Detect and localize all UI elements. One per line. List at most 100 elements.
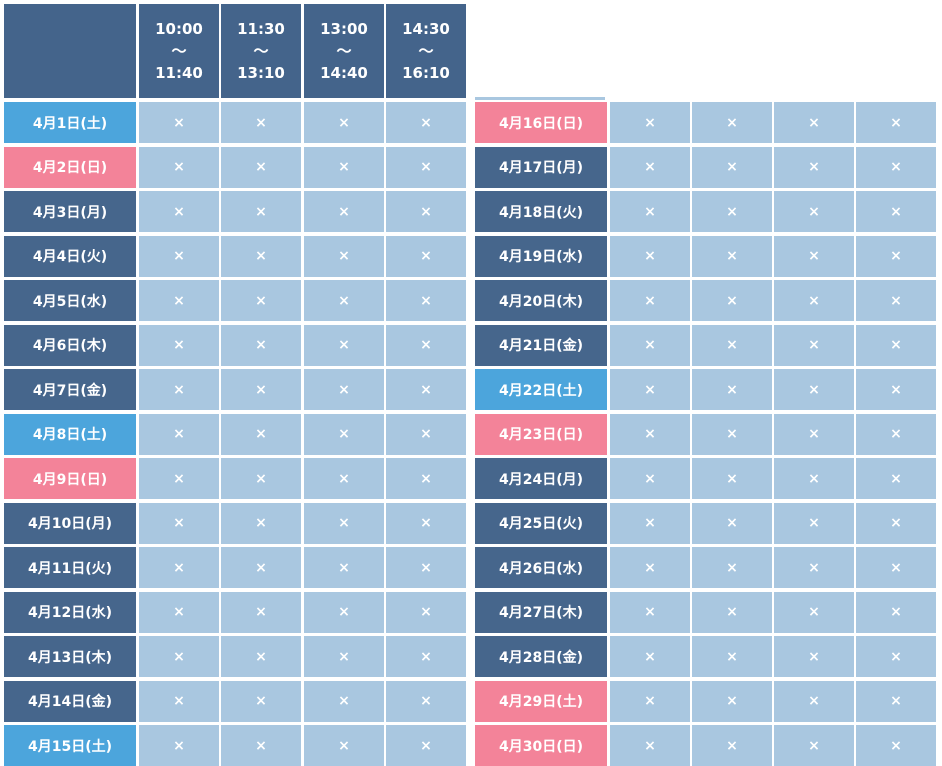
slot-status-cell[interactable]: × xyxy=(139,591,219,633)
slot-status-cell[interactable]: × xyxy=(221,636,301,677)
slot-status-cell[interactable]: × xyxy=(774,146,854,188)
slot-status-cell[interactable]: × xyxy=(139,636,219,677)
slot-status-cell[interactable]: × xyxy=(774,102,854,143)
slot-status-cell[interactable]: × xyxy=(139,680,219,722)
slot-status-cell[interactable]: × xyxy=(856,191,936,232)
slot-status-cell[interactable]: × xyxy=(856,502,936,544)
slot-status-cell[interactable]: × xyxy=(774,191,854,232)
slot-status-cell[interactable]: × xyxy=(139,324,219,366)
slot-status-cell[interactable]: × xyxy=(304,547,384,588)
slot-status-cell[interactable]: × xyxy=(139,191,219,232)
slot-status-cell[interactable]: × xyxy=(856,413,936,455)
slot-status-cell[interactable]: × xyxy=(610,369,690,410)
slot-status-cell[interactable]: × xyxy=(774,502,854,544)
slot-status-cell[interactable]: × xyxy=(774,591,854,633)
slot-status-cell[interactable]: × xyxy=(692,547,772,588)
slot-status-cell[interactable]: × xyxy=(386,280,466,321)
slot-status-cell[interactable]: × xyxy=(386,413,466,455)
slot-status-cell[interactable]: × xyxy=(856,102,936,143)
slot-status-cell[interactable]: × xyxy=(221,280,301,321)
slot-status-cell[interactable]: × xyxy=(304,280,384,321)
slot-status-cell[interactable]: × xyxy=(139,458,219,499)
slot-status-cell[interactable]: × xyxy=(304,102,384,143)
slot-status-cell[interactable]: × xyxy=(304,725,384,766)
slot-status-cell[interactable]: × xyxy=(139,725,219,766)
slot-status-cell[interactable]: × xyxy=(139,102,219,143)
slot-status-cell[interactable]: × xyxy=(304,146,384,188)
slot-status-cell[interactable]: × xyxy=(610,280,690,321)
slot-status-cell[interactable]: × xyxy=(610,591,690,633)
slot-status-cell[interactable]: × xyxy=(386,636,466,677)
slot-status-cell[interactable]: × xyxy=(610,680,690,722)
slot-status-cell[interactable]: × xyxy=(386,102,466,143)
slot-status-cell[interactable]: × xyxy=(610,191,690,232)
slot-status-cell[interactable]: × xyxy=(692,680,772,722)
slot-status-cell[interactable]: × xyxy=(304,413,384,455)
slot-status-cell[interactable]: × xyxy=(856,280,936,321)
slot-status-cell[interactable]: × xyxy=(692,235,772,277)
slot-status-cell[interactable]: × xyxy=(221,725,301,766)
slot-status-cell[interactable]: × xyxy=(221,102,301,143)
slot-status-cell[interactable]: × xyxy=(774,725,854,766)
slot-status-cell[interactable]: × xyxy=(610,458,690,499)
slot-status-cell[interactable]: × xyxy=(139,369,219,410)
slot-status-cell[interactable]: × xyxy=(386,324,466,366)
slot-status-cell[interactable]: × xyxy=(304,636,384,677)
slot-status-cell[interactable]: × xyxy=(221,458,301,499)
slot-status-cell[interactable]: × xyxy=(386,146,466,188)
slot-status-cell[interactable]: × xyxy=(304,191,384,232)
slot-status-cell[interactable]: × xyxy=(139,146,219,188)
slot-status-cell[interactable]: × xyxy=(692,146,772,188)
slot-status-cell[interactable]: × xyxy=(692,369,772,410)
slot-status-cell[interactable]: × xyxy=(610,102,690,143)
slot-status-cell[interactable]: × xyxy=(304,369,384,410)
slot-status-cell[interactable]: × xyxy=(139,235,219,277)
slot-status-cell[interactable]: × xyxy=(774,235,854,277)
slot-status-cell[interactable]: × xyxy=(856,725,936,766)
slot-status-cell[interactable]: × xyxy=(774,324,854,366)
slot-status-cell[interactable]: × xyxy=(692,502,772,544)
slot-status-cell[interactable]: × xyxy=(386,458,466,499)
slot-status-cell[interactable]: × xyxy=(221,235,301,277)
slot-status-cell[interactable]: × xyxy=(386,591,466,633)
slot-status-cell[interactable]: × xyxy=(856,636,936,677)
slot-status-cell[interactable]: × xyxy=(610,547,690,588)
slot-status-cell[interactable]: × xyxy=(139,502,219,544)
slot-status-cell[interactable]: × xyxy=(386,680,466,722)
slot-status-cell[interactable]: × xyxy=(856,235,936,277)
slot-status-cell[interactable]: × xyxy=(692,324,772,366)
slot-status-cell[interactable]: × xyxy=(139,547,219,588)
slot-status-cell[interactable]: × xyxy=(610,502,690,544)
slot-status-cell[interactable]: × xyxy=(139,413,219,455)
slot-status-cell[interactable]: × xyxy=(692,458,772,499)
slot-status-cell[interactable]: × xyxy=(304,235,384,277)
slot-status-cell[interactable]: × xyxy=(304,324,384,366)
slot-status-cell[interactable]: × xyxy=(692,102,772,143)
slot-status-cell[interactable]: × xyxy=(774,369,854,410)
slot-status-cell[interactable]: × xyxy=(610,413,690,455)
slot-status-cell[interactable]: × xyxy=(856,591,936,633)
slot-status-cell[interactable]: × xyxy=(304,458,384,499)
slot-status-cell[interactable]: × xyxy=(856,369,936,410)
slot-status-cell[interactable]: × xyxy=(692,725,772,766)
slot-status-cell[interactable]: × xyxy=(386,369,466,410)
slot-status-cell[interactable]: × xyxy=(692,636,772,677)
slot-status-cell[interactable]: × xyxy=(856,324,936,366)
slot-status-cell[interactable]: × xyxy=(221,369,301,410)
slot-status-cell[interactable]: × xyxy=(692,413,772,455)
slot-status-cell[interactable]: × xyxy=(774,280,854,321)
slot-status-cell[interactable]: × xyxy=(692,280,772,321)
slot-status-cell[interactable]: × xyxy=(610,235,690,277)
slot-status-cell[interactable]: × xyxy=(304,502,384,544)
slot-status-cell[interactable]: × xyxy=(221,502,301,544)
slot-status-cell[interactable]: × xyxy=(139,280,219,321)
slot-status-cell[interactable]: × xyxy=(692,591,772,633)
slot-status-cell[interactable]: × xyxy=(386,547,466,588)
slot-status-cell[interactable]: × xyxy=(774,458,854,499)
slot-status-cell[interactable]: × xyxy=(386,191,466,232)
slot-status-cell[interactable]: × xyxy=(774,547,854,588)
slot-status-cell[interactable]: × xyxy=(610,636,690,677)
slot-status-cell[interactable]: × xyxy=(856,547,936,588)
slot-status-cell[interactable]: × xyxy=(221,547,301,588)
slot-status-cell[interactable]: × xyxy=(774,680,854,722)
